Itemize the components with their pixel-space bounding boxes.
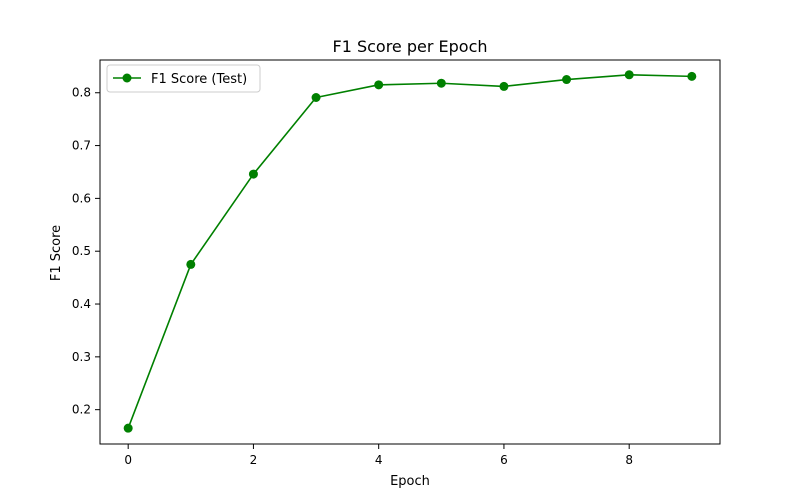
y-tick-label-3: 0.5 <box>72 244 91 258</box>
legend: F1 Score (Test) <box>106 64 261 93</box>
data-point-epoch-2 <box>248 169 258 179</box>
x-tick-label-6: 6 <box>500 453 508 467</box>
data-point-epoch-7 <box>562 75 572 85</box>
data-point-epoch-4 <box>374 80 384 90</box>
x-tick-label-4: 4 <box>375 453 383 467</box>
y-tick-label-4: 0.6 <box>72 191 91 205</box>
y-tick-label-0: 0.2 <box>72 403 91 417</box>
chart-title: F1 Score per Epoch <box>332 37 487 56</box>
data-point-epoch-8 <box>624 70 634 80</box>
data-point-epoch-0 <box>123 423 133 433</box>
data-point-epoch-5 <box>436 78 446 88</box>
y-tick-label-2: 0.4 <box>72 297 91 311</box>
plot-area: 0 2 4 6 8 0.2 0.3 0.4 0.5 0.6 0.7 0.8 <box>72 59 721 467</box>
data-point-epoch-3 <box>311 93 321 103</box>
axes-frame <box>99 59 721 445</box>
series-line-f1-score <box>127 73 692 429</box>
y-tick-label-1: 0.3 <box>72 350 91 364</box>
legend-entry-f1-score: F1 Score (Test) <box>151 72 247 87</box>
x-tick-label-8: 8 <box>625 453 633 467</box>
data-point-epoch-9 <box>687 71 697 81</box>
x-tick-label-2: 2 <box>250 453 258 467</box>
x-axis-label: Epoch <box>390 474 430 489</box>
legend-box <box>106 64 261 93</box>
y-tick-label-5: 0.7 <box>72 139 91 153</box>
x-tick-label-0: 0 <box>124 453 132 467</box>
y-tick-label-6: 0.8 <box>72 86 91 100</box>
y-axis-label: F1 Score <box>49 225 64 281</box>
data-point-epoch-1 <box>186 259 196 269</box>
data-point-epoch-6 <box>499 81 509 91</box>
legend-marker-swatch <box>122 73 132 83</box>
